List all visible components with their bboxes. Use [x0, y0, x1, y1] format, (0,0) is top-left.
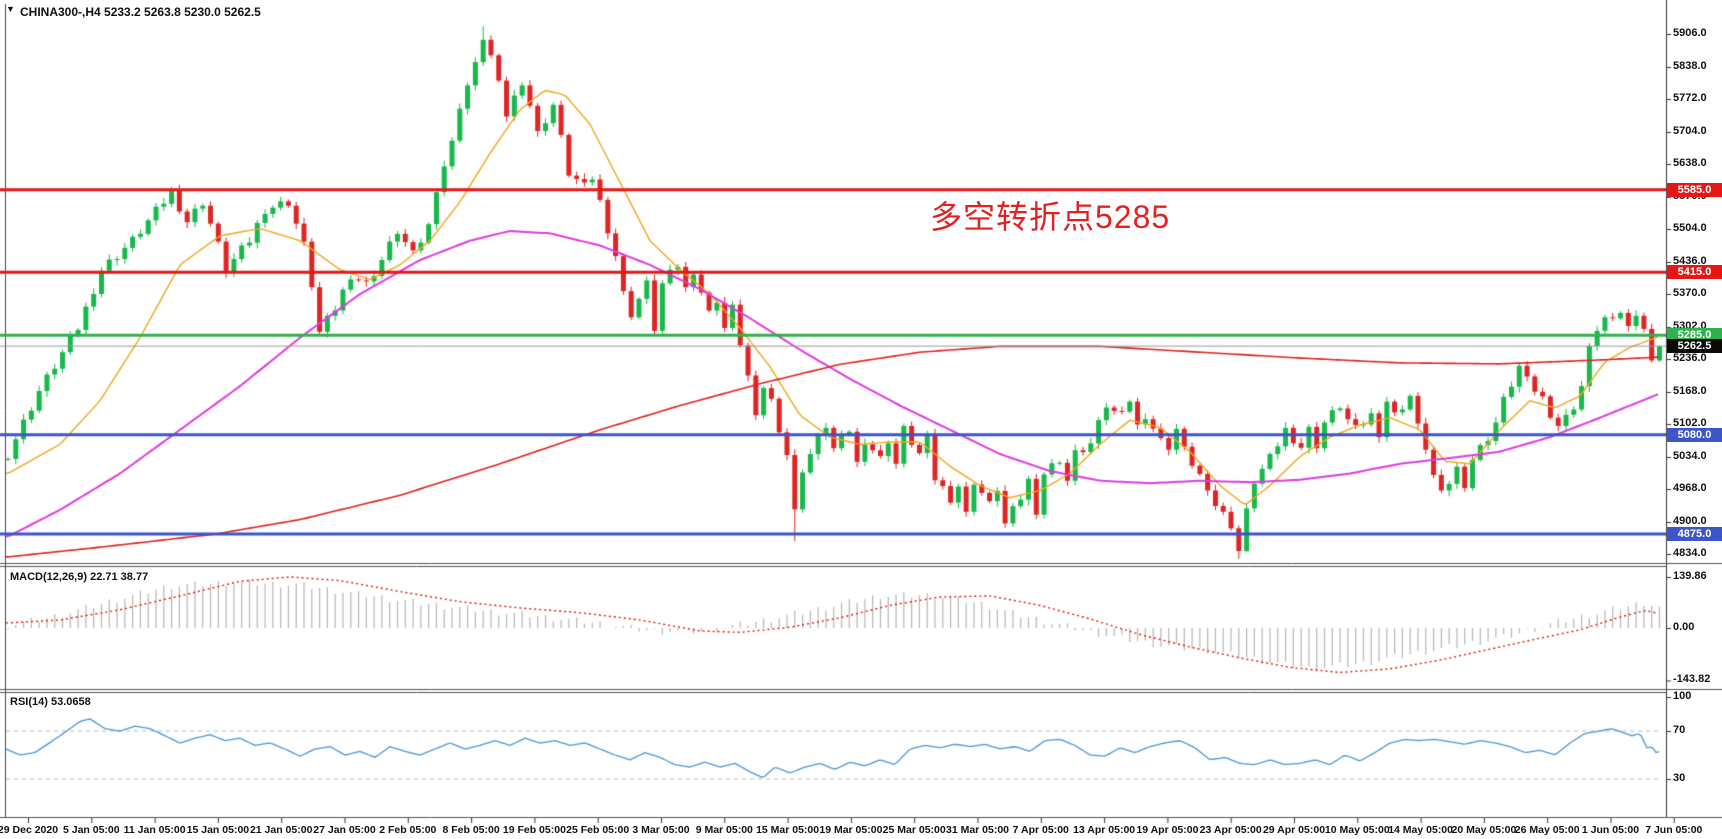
- price-level-flag: 5080.0: [1667, 427, 1722, 442]
- symbol-ohlc-header: CHINA300-,H4 5233.2 5263.8 5230.0 5262.5: [20, 5, 261, 19]
- price-level-flag: 5415.0: [1667, 265, 1722, 280]
- time-tick-label: 9 Mar 05:00: [695, 824, 753, 836]
- price-level-flag: 5285.0: [1667, 328, 1722, 343]
- time-tick-label: 21 Jan 05:00: [249, 824, 313, 836]
- time-tick-label: 25 Feb 05:00: [566, 824, 630, 836]
- price-tick-label: 5370.0: [1673, 287, 1707, 299]
- time-tick-label: 29 Dec 2020: [0, 824, 59, 836]
- time-tick-label: 20 May 05:00: [1451, 824, 1517, 836]
- time-tick-label: 15 Mar 05:00: [756, 824, 820, 836]
- time-tick-label: 3 Mar 05:00: [632, 824, 690, 836]
- time-tick-label: 19 Mar 05:00: [819, 824, 883, 836]
- price-tick-label: 5436.0: [1673, 254, 1707, 267]
- price-tick-label: 4900.0: [1673, 514, 1707, 527]
- time-tick-label: 19 Feb 05:00: [502, 824, 566, 836]
- time-tick-label: 5 Jan 05:00: [62, 824, 120, 836]
- time-tick-label: 1 Jun 05:00: [1581, 824, 1640, 836]
- price-tick-label: 5168.0: [1673, 384, 1707, 397]
- macd-tick-label: 0.00: [1673, 621, 1695, 633]
- price-tick-label: 5504.0: [1673, 222, 1707, 234]
- price-tick-label: 5772.0: [1673, 92, 1707, 104]
- price-level-flag: 4875.0: [1667, 527, 1722, 542]
- time-tick-label: 27 Jan 05:00: [313, 824, 376, 836]
- time-tick-label: 7 Apr 05:00: [1012, 824, 1069, 836]
- rsi-tick-label: 30: [1673, 772, 1686, 784]
- rsi-indicator-label: RSI(14) 53.0658: [10, 696, 91, 708]
- current-price-flag: 5262.5: [1667, 339, 1722, 354]
- time-axis[interactable]: 29 Dec 2020 5 Jan 05:00 11 Jan 05:00 15 Jan…: [0, 818, 1722, 839]
- price-tick-label: 5704.0: [1673, 124, 1707, 137]
- time-tick-label: 8 Feb 05:00: [442, 824, 500, 836]
- price-tick-label: 4834.0: [1673, 547, 1707, 559]
- time-tick-label: 29 Apr 05:00: [1262, 824, 1326, 836]
- price-tick-label: 5102.0: [1673, 417, 1707, 429]
- time-tick-label: 15 Jan 05:00: [186, 824, 250, 836]
- time-tick-label: 14 May 05:00: [1388, 824, 1453, 836]
- time-tick-label: 23 Apr 05:00: [1199, 824, 1262, 836]
- time-tick-label: 13 Apr 05:00: [1073, 824, 1136, 836]
- macd-indicator-label: MACD(12,26,9) 22.71 38.77: [10, 571, 149, 583]
- macd-tick-label: -143.82: [1673, 673, 1711, 686]
- price-level-flag: 5585.0: [1667, 182, 1722, 197]
- price-tick-label: 5638.0: [1673, 157, 1707, 169]
- time-tick-label: 2 Feb 05:00: [379, 824, 437, 836]
- time-tick-label: 31 Mar 05:00: [945, 824, 1010, 836]
- time-tick-label: 11 Jan 05:00: [123, 824, 186, 836]
- price-tick-label: 5236.0: [1673, 352, 1707, 364]
- time-tick-label: 7 Jun 05:00: [1645, 824, 1703, 836]
- time-tick-label: 26 May 05:00: [1514, 824, 1580, 836]
- price-tick-label: 5906.0: [1673, 27, 1707, 39]
- time-tick-label: 10 May 05:00: [1324, 824, 1390, 836]
- time-tick-label: 19 Apr 05:00: [1136, 824, 1199, 836]
- symbol-dropdown-icon[interactable]: ▼: [6, 4, 15, 14]
- price-tick-label: 5838.0: [1673, 59, 1707, 72]
- rsi-tick-label: 100: [1673, 690, 1692, 702]
- chart-text-annotation[interactable]: 多空转折点5285: [930, 199, 1171, 235]
- price-tick-label: 5034.0: [1673, 449, 1707, 462]
- rsi-tick-label: 70: [1673, 724, 1686, 736]
- time-tick-label: 25 Mar 05:00: [882, 824, 946, 836]
- price-tick-label: 4968.0: [1673, 482, 1707, 494]
- macd-tick-label: 139.86: [1673, 569, 1707, 582]
